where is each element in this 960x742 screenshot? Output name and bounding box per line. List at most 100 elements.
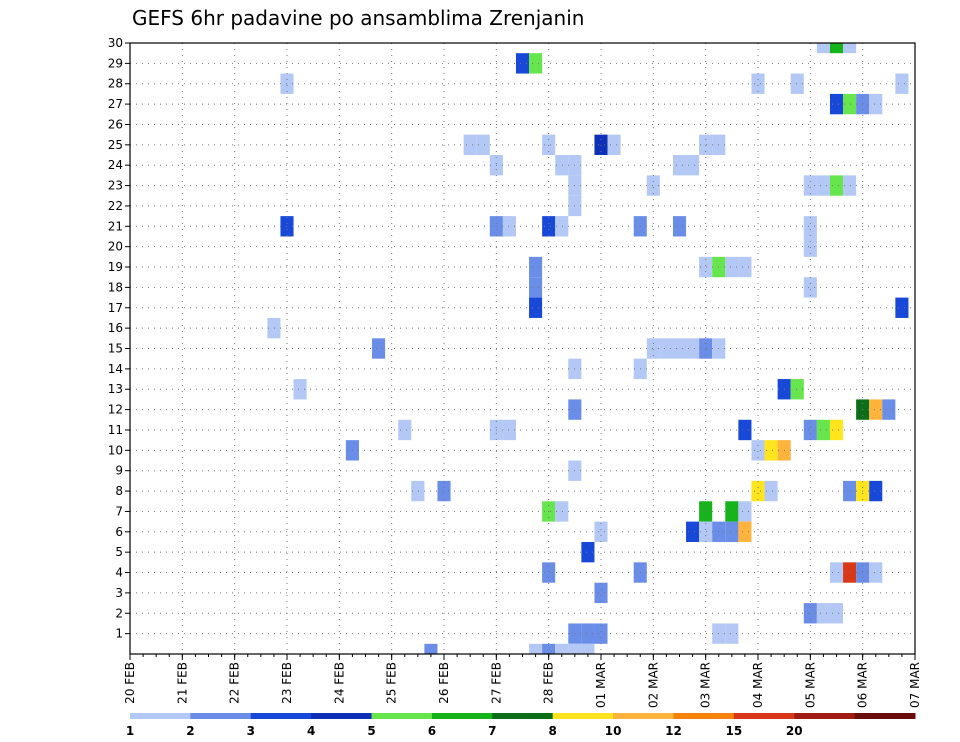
heatmap-cell: [672, 155, 687, 176]
heatmap-cell: [594, 134, 608, 156]
heatmap-cell: [699, 134, 713, 156]
x-tick-label: 27 FEB: [489, 662, 503, 704]
heatmap-cell: [529, 256, 543, 278]
colorbar-label: 15: [725, 724, 742, 738]
x-tick-label: 20 FEB: [123, 662, 137, 704]
y-tick-label: 23: [108, 179, 123, 193]
heatmap-cell: [725, 521, 739, 542]
heatmap-cell: [293, 379, 307, 400]
y-tick-label: 10: [108, 443, 123, 457]
heatmap-cell: [672, 216, 687, 237]
x-tick-label: 03 MAR: [699, 662, 713, 708]
heatmap-cell: [790, 379, 804, 400]
colorbar-swatch: [250, 713, 312, 719]
heatmap-cell: [529, 277, 543, 298]
heatmap-cell: [555, 501, 569, 522]
heatmap-cell: [581, 541, 595, 563]
heatmap-cell: [816, 419, 830, 441]
colorbar-swatch: [492, 713, 554, 719]
heatmap-cell: [895, 297, 909, 318]
heatmap-cell: [555, 155, 569, 176]
y-tick-label: 6: [115, 525, 123, 539]
colorbar-swatch: [431, 713, 493, 719]
colorbar-swatch: [794, 713, 856, 719]
heatmap-cell: [803, 175, 817, 196]
x-tick-label: 07 MAR: [908, 662, 922, 708]
colorbar-swatch: [733, 713, 795, 719]
heatmap-cell: [829, 93, 844, 115]
y-tick-label: 9: [115, 464, 123, 478]
heatmap-cell: [424, 643, 438, 654]
heatmap-cell: [398, 419, 412, 441]
heatmap-cell: [869, 93, 883, 115]
y-tick-label: 3: [115, 586, 123, 600]
heatmap-cell: [699, 521, 713, 542]
heatmap-cell: [476, 134, 490, 156]
heatmap-cell: [555, 216, 569, 237]
heatmap-cell: [751, 480, 765, 502]
y-tick-label: 1: [115, 627, 123, 641]
heatmap-cell: [725, 501, 739, 522]
x-tick-label: 05 MAR: [803, 662, 817, 708]
heatmap-cell: [816, 43, 830, 54]
colorbar-swatch: [854, 713, 916, 719]
plot-frame: [129, 42, 916, 655]
heatmap-cell: [542, 134, 556, 156]
y-tick-label: 22: [108, 199, 123, 213]
y-tick-label: 4: [115, 566, 123, 580]
heatmap-cell: [829, 562, 844, 583]
x-tick-label: 23 FEB: [280, 662, 294, 704]
heatmap-cell: [594, 623, 608, 644]
heatmap-cell: [843, 562, 857, 583]
colorbar-label: 10: [605, 724, 622, 738]
y-tick-label: 12: [108, 403, 123, 417]
heatmap-cell: [515, 53, 530, 74]
heatmap-cell: [882, 399, 896, 420]
x-tick-label: 22 FEB: [228, 662, 242, 704]
heatmap-cell: [843, 43, 857, 54]
heatmap-cell: [267, 317, 281, 339]
heatmap-cell: [594, 582, 608, 604]
colorbar-label: 12: [665, 724, 682, 738]
x-tick-label: 04 MAR: [751, 662, 765, 708]
heatmap-cell: [542, 216, 556, 237]
heatmap-cell: [816, 175, 830, 196]
heatmap-cell: [751, 73, 765, 94]
y-tick-label: 20: [108, 240, 123, 254]
heatmap-cell: [581, 643, 595, 654]
x-tick-label: 02 MAR: [646, 662, 660, 708]
heatmap-cell: [699, 338, 713, 359]
heatmap-cell: [529, 53, 543, 74]
colorbar-label: 4: [307, 724, 315, 738]
colorbar-label: 6: [428, 724, 436, 738]
y-tick-label: 13: [108, 382, 123, 396]
heatmap-cell: [725, 623, 739, 644]
heatmap-cell: [672, 338, 687, 359]
heatmap-cell: [869, 562, 883, 583]
heatmap-cell: [829, 175, 844, 196]
colorbar-label: 1: [126, 724, 134, 738]
heatmap-cell: [843, 93, 857, 115]
heatmap-cell: [411, 480, 425, 502]
y-tick-label: 2: [115, 606, 123, 620]
colorbar-label: 3: [247, 724, 255, 738]
heatmap-cell: [738, 256, 752, 278]
heatmap-cell: [829, 603, 844, 624]
heatmap-cell: [843, 175, 857, 196]
x-tick-label: 28 FEB: [542, 662, 556, 704]
heatmap-cell: [895, 73, 909, 94]
heatmap-cell: [803, 277, 817, 298]
heatmap-cell: [829, 419, 844, 441]
colorbar-swatch: [311, 713, 373, 719]
heatmap-cell: [725, 256, 739, 278]
heatmap-cell: [581, 623, 595, 644]
colorbar-swatch: [371, 713, 433, 719]
heatmap-cell: [816, 603, 830, 624]
heatmap-cell: [372, 338, 386, 359]
colorbar-label: 2: [186, 724, 194, 738]
colorbar-label: 5: [367, 724, 375, 738]
heatmap-cell: [738, 521, 752, 542]
heatmap-cell: [607, 134, 621, 156]
heatmap-cell: [803, 216, 817, 237]
colorbar-swatch: [673, 713, 735, 719]
